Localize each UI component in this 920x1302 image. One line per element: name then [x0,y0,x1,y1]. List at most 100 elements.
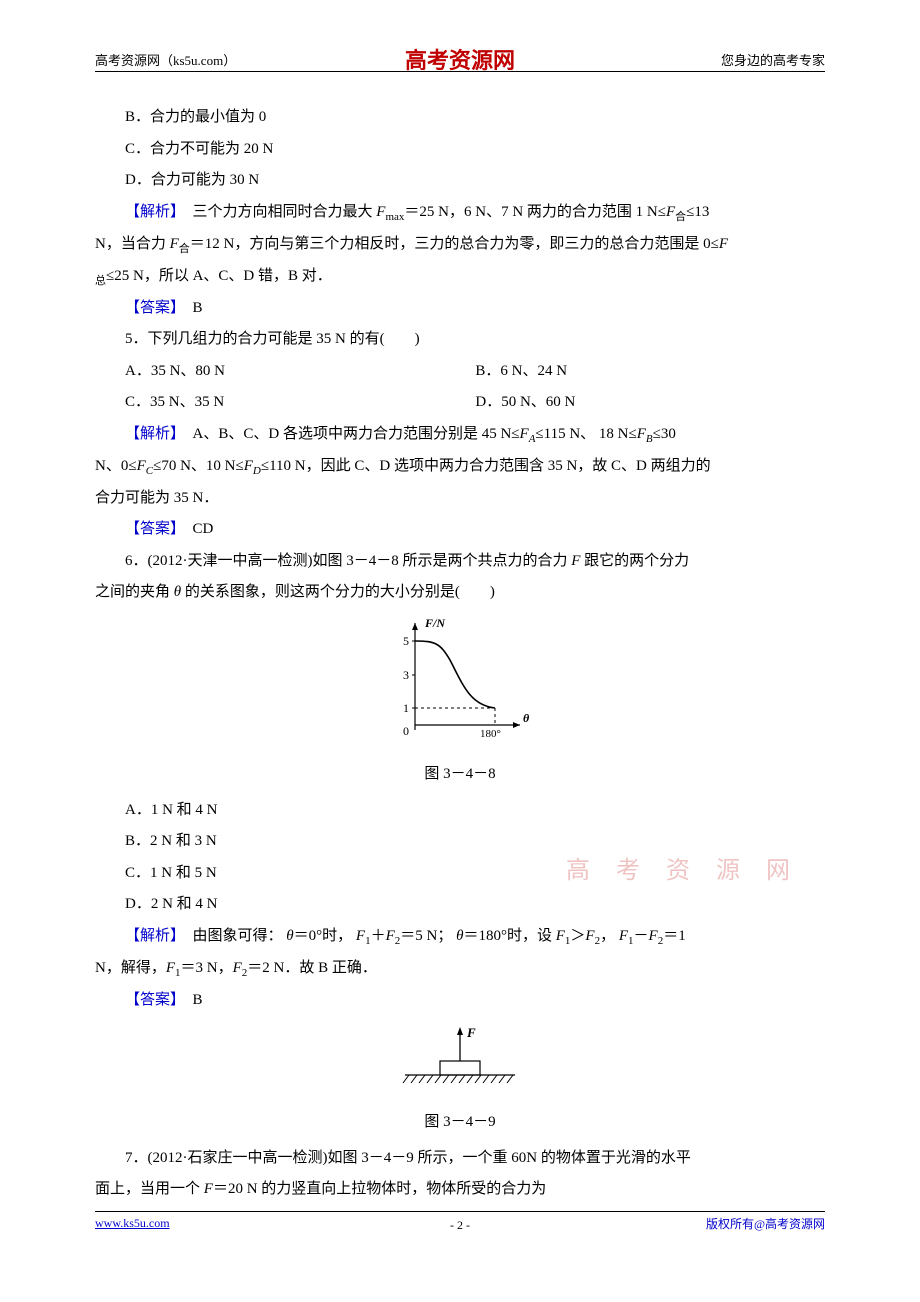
sub: B [646,433,653,445]
footer-copyright: 版权所有@高考资源网 [706,1215,825,1232]
q6-d: D．2 N 和 4 N [95,889,825,921]
q5-row1: A．35 N、80 N B．6 N、24 N [95,356,825,388]
figure-2: F 图 3－4－9 [95,1023,825,1139]
text: B [178,300,203,316]
svg-text:180°: 180° [480,728,501,740]
text: N，当合力 [95,236,170,252]
header-center-logo: 高考资源网 [405,43,515,75]
question-7: 7．(2012·石家庄一中高一检测)如图 3－4－9 所示，一个重 60N 的物… [95,1143,825,1175]
svg-text:0: 0 [403,724,409,738]
text: A、B、C、D 各选项中两力合力范围分别是 45 N≤ [178,426,520,442]
var: F [244,458,253,474]
text: ＝1 [663,928,686,944]
svg-text:F: F [466,1025,476,1040]
answer-6: 【答案】 B [95,985,825,1017]
var: F [356,928,365,944]
sub: D [253,465,261,477]
var: F [649,928,658,944]
var: θ [286,928,293,944]
answer-5: 【答案】 CD [95,514,825,546]
var-f: F [719,236,728,252]
svg-text:5: 5 [403,634,409,648]
var-f: F [170,236,179,252]
text: ＝2 N．故 B 正确． [247,960,377,976]
var: F [637,426,646,442]
q5-row2: C．35 N、35 N D．50 N、60 N [95,387,825,419]
analysis-6: 【解析】 由图象可得： θ＝0°时， F1＋F2＝5 N； θ＝180°时，设 … [95,921,825,953]
var: F [233,960,242,976]
var: F [619,928,628,944]
q6-b: B．2 N 和 3 N [95,826,825,858]
analysis-5: 【解析】 A、B、C、D 各选项中两力合力范围分别是 45 N≤FA≤115 N… [95,419,825,451]
text: ＞ [570,928,585,944]
analysis-6-l2: N，解得，F1＝3 N，F2＝2 N．故 B 正确． [95,953,825,985]
text: ＋ [371,928,386,944]
figure-1-caption: 图 3－4－8 [95,759,825,791]
analysis-label: 【解析】 [125,928,178,944]
question-6-l2: 之间的夹角 θ 的关系图象，则这两个分力的大小分别是( ) [95,577,825,609]
text: ≤110 N，因此 C、D 选项中两力合力范围含 35 N，故 C、D 两组力的 [261,458,711,474]
text: ≤70 N、10 N≤ [153,458,244,474]
var: F [386,928,395,944]
figure-2-caption: 图 3－4－9 [95,1107,825,1139]
text: ＝25 N，6 N、7 N 两力的合力范围 1 N≤ [404,204,666,220]
header-left: 高考资源网（ks5u.com） [95,50,236,69]
diagram-block-force: F [385,1023,535,1093]
var: F [585,928,594,944]
text: ≤13 [686,204,709,220]
svg-text:1: 1 [403,701,409,715]
var: F [137,458,146,474]
text: ≤30 [653,426,676,442]
var: F [166,960,175,976]
sub: max [385,211,404,223]
header-right: 您身边的高考专家 [721,50,825,69]
text: 由图象可得： [178,928,287,944]
chart-f-theta: F/N θ 5 3 1 0 180° [385,615,535,745]
text: B [178,992,203,1008]
analysis-label: 【解析】 [125,204,178,220]
question-5: 5．下列几组力的合力可能是 35 N 的有( ) [95,324,825,356]
question-7-l2: 面上，当用一个 F＝20 N 的力竖直向上拉物体时，物体所受的合力为 [95,1174,825,1206]
text: 三个力方向相同时合力最大 [178,204,377,220]
analysis-1-l3: 总≤25 N，所以 A、C、D 错，B 对． [95,261,825,293]
var: F [556,928,565,944]
analysis-1-l2: N，当合力 F合＝12 N，方向与第三个力相反时，三力的总合力为零，即三力的总合… [95,229,825,261]
page-number: - 2 - [450,1218,470,1233]
var: F [520,426,529,442]
text: 的关系图象，则这两个分力的大小分别是( ) [181,584,495,600]
text: ≤115 N、 18 N≤ [535,426,636,442]
text: ＝20 N 的力竖直向上拉物体时，物体所受的合力为 [213,1181,546,1197]
option-b: B．合力的最小值为 0 [95,102,825,134]
svg-text:θ: θ [523,711,530,725]
text: 之间的夹角 [95,584,174,600]
answer-label: 【答案】 [125,521,178,537]
page-footer: www.ks5u.com - 2 - 版权所有@高考资源网 [95,1211,825,1232]
var-f: F [666,204,675,220]
text: ＝3 N， [181,960,233,976]
q6-c: C．1 N 和 5 N [95,858,825,890]
text: － [634,928,649,944]
text: 跟它的两个分力 [580,553,689,569]
text: 6．(2012·天津一中高一检测)如图 3－4－8 所示是两个共点力的合力 [125,553,571,569]
q5-b: B．6 N、24 N [445,356,825,388]
document-body: B．合力的最小值为 0 C．合力不可能为 20 N D．合力可能为 30 N 【… [95,102,825,1206]
footer-url: www.ks5u.com [95,1216,170,1231]
analysis-5-l2: N、0≤FC≤70 N、10 N≤FD≤110 N，因此 C、D 选项中两力合力… [95,451,825,483]
text: ＝12 N，方向与第三个力相反时，三力的总合力为零，即三力的总合力范围是 0≤ [190,236,719,252]
option-d: D．合力可能为 30 N [95,165,825,197]
text: ＝180°时，设 [463,928,555,944]
var: F [204,1181,213,1197]
figure-1: F/N θ 5 3 1 0 180° 图 3－4－8 [95,615,825,791]
text: ＝0°时， [294,928,356,944]
text: N，解得， [95,960,166,976]
answer-label: 【答案】 [125,992,178,1008]
text: 面上，当用一个 [95,1181,204,1197]
text: ＝5 N； [400,928,456,944]
answer-1: 【答案】 B [95,293,825,325]
q5-d: D．50 N、60 N [445,387,825,419]
svg-text:3: 3 [403,668,409,682]
svg-text:F/N: F/N [424,616,446,630]
q5-a: A．35 N、80 N [95,356,445,388]
text: ， [600,928,619,944]
analysis-5-l3: 合力可能为 35 N． [95,483,825,515]
